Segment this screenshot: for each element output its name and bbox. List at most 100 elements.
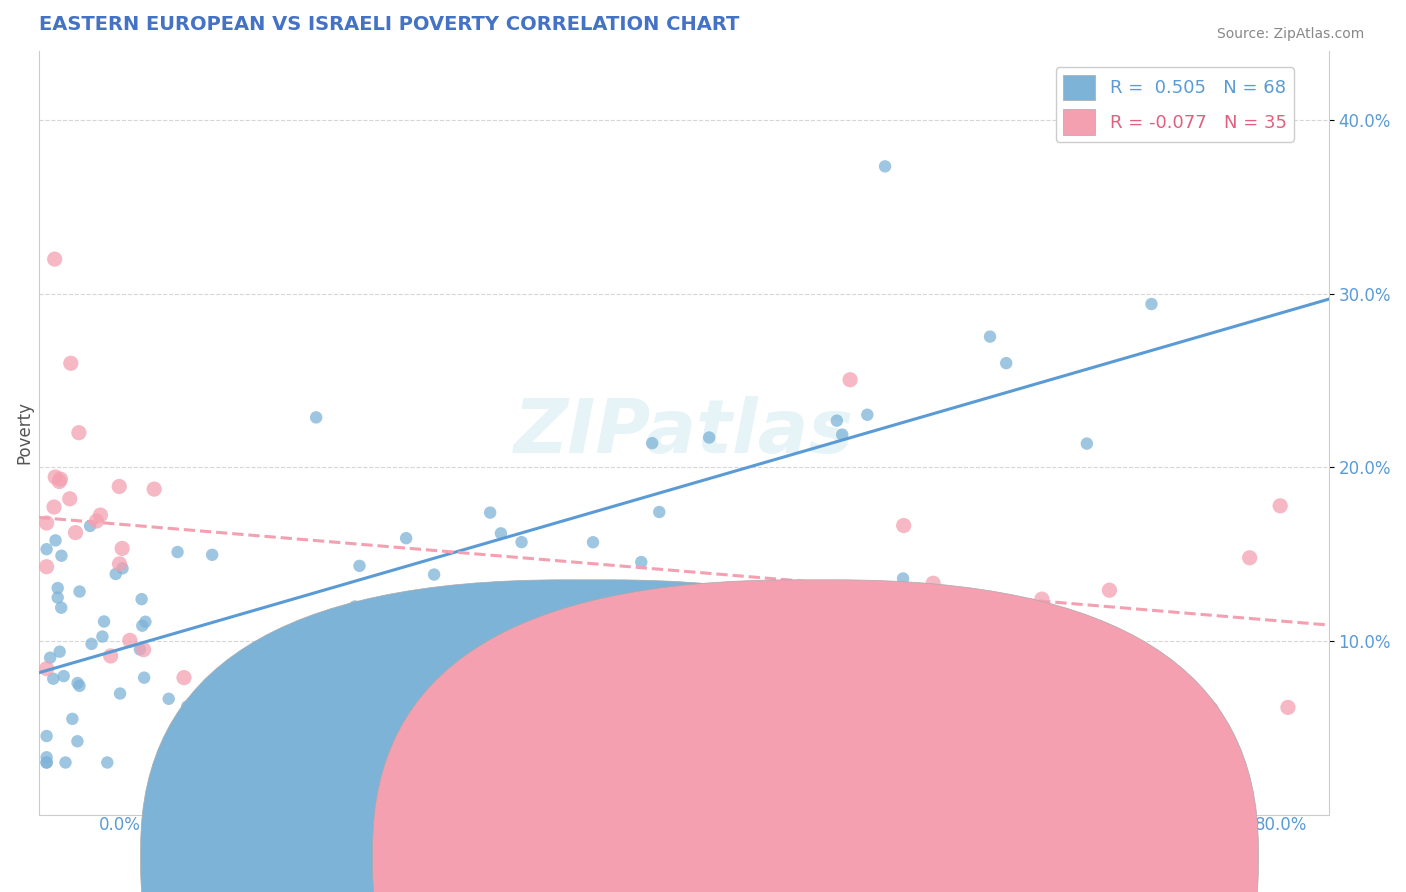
Point bbox=[66, 676, 89, 690]
Point bbox=[1014, 665, 1036, 679]
Point bbox=[108, 687, 131, 701]
Point bbox=[489, 526, 512, 541]
Point bbox=[51, 549, 73, 563]
Point bbox=[1270, 499, 1292, 513]
Point bbox=[108, 557, 131, 571]
Point bbox=[761, 645, 783, 659]
Point bbox=[59, 491, 82, 506]
Point bbox=[1140, 297, 1163, 311]
Point bbox=[922, 576, 945, 591]
Text: Source: ZipAtlas.com: Source: ZipAtlas.com bbox=[1216, 27, 1364, 41]
Point bbox=[1199, 702, 1222, 716]
Point bbox=[1076, 436, 1098, 450]
Point bbox=[1118, 658, 1140, 673]
Point bbox=[69, 584, 91, 599]
Point bbox=[118, 633, 141, 648]
Point bbox=[69, 679, 91, 693]
Point bbox=[214, 670, 236, 684]
Point bbox=[648, 505, 671, 519]
Text: ZIPatlas: ZIPatlas bbox=[513, 396, 853, 469]
Point bbox=[166, 545, 188, 559]
Point bbox=[91, 630, 114, 644]
Text: Eastern Europeans: Eastern Europeans bbox=[621, 848, 778, 866]
Point bbox=[111, 541, 134, 556]
Point bbox=[305, 410, 328, 425]
Point bbox=[423, 567, 446, 582]
Point bbox=[89, 508, 111, 522]
Point bbox=[201, 548, 224, 562]
Text: 80.0%: 80.0% bbox=[1256, 816, 1308, 834]
Point bbox=[66, 734, 89, 748]
Point bbox=[44, 533, 66, 548]
Point bbox=[96, 756, 118, 770]
Point bbox=[893, 518, 915, 533]
Point bbox=[35, 662, 58, 676]
Point bbox=[52, 669, 75, 683]
Point bbox=[86, 514, 108, 528]
Point bbox=[176, 699, 198, 714]
Point bbox=[35, 542, 58, 557]
Point bbox=[254, 637, 277, 651]
Text: Israelis: Israelis bbox=[846, 848, 905, 866]
Point bbox=[46, 591, 69, 605]
Point bbox=[479, 506, 502, 520]
Point bbox=[367, 606, 389, 620]
Point bbox=[697, 430, 720, 444]
Point bbox=[745, 603, 768, 617]
Point bbox=[131, 592, 153, 607]
Point bbox=[35, 559, 58, 574]
Point bbox=[979, 329, 1001, 343]
Point bbox=[39, 650, 62, 665]
Point bbox=[80, 637, 103, 651]
Point bbox=[363, 620, 385, 634]
Point bbox=[35, 516, 58, 530]
Point bbox=[65, 525, 87, 540]
Point bbox=[134, 615, 156, 629]
Point bbox=[229, 723, 252, 737]
Point bbox=[343, 599, 366, 614]
Point bbox=[298, 624, 321, 638]
Point bbox=[831, 427, 853, 442]
Point bbox=[59, 356, 82, 370]
Point bbox=[641, 436, 664, 450]
Point bbox=[44, 470, 66, 484]
Point bbox=[510, 535, 533, 549]
Point bbox=[100, 648, 122, 663]
Point bbox=[143, 482, 166, 496]
Point bbox=[661, 603, 683, 617]
Point bbox=[132, 642, 155, 657]
Point bbox=[35, 750, 58, 764]
Point bbox=[79, 519, 101, 533]
Point bbox=[48, 645, 70, 659]
Point bbox=[108, 479, 131, 493]
Point bbox=[1239, 550, 1261, 565]
Point bbox=[1098, 583, 1121, 598]
Point bbox=[67, 425, 90, 440]
Point bbox=[35, 756, 58, 770]
Point bbox=[873, 160, 896, 174]
Point bbox=[55, 756, 77, 770]
Point bbox=[395, 531, 418, 545]
Point bbox=[51, 600, 73, 615]
Point bbox=[839, 373, 862, 387]
Point bbox=[42, 500, 65, 514]
Point bbox=[856, 408, 879, 422]
Legend: R =  0.505   N = 68, R = -0.077   N = 35: R = 0.505 N = 68, R = -0.077 N = 35 bbox=[1056, 68, 1294, 142]
Point bbox=[408, 632, 430, 647]
Point bbox=[825, 414, 848, 428]
Text: 0.0%: 0.0% bbox=[98, 816, 141, 834]
Point bbox=[1277, 700, 1299, 714]
Point bbox=[134, 671, 156, 685]
Point bbox=[42, 672, 65, 686]
Point bbox=[93, 615, 115, 629]
Point bbox=[582, 535, 605, 549]
Point bbox=[48, 475, 70, 489]
Text: EASTERN EUROPEAN VS ISRAELI POVERTY CORRELATION CHART: EASTERN EUROPEAN VS ISRAELI POVERTY CORR… bbox=[38, 15, 740, 34]
Point bbox=[173, 671, 195, 685]
Point bbox=[157, 691, 180, 706]
Point bbox=[44, 252, 66, 266]
Point bbox=[46, 581, 69, 595]
Point bbox=[104, 567, 127, 582]
Point bbox=[49, 472, 72, 486]
Point bbox=[891, 572, 914, 586]
